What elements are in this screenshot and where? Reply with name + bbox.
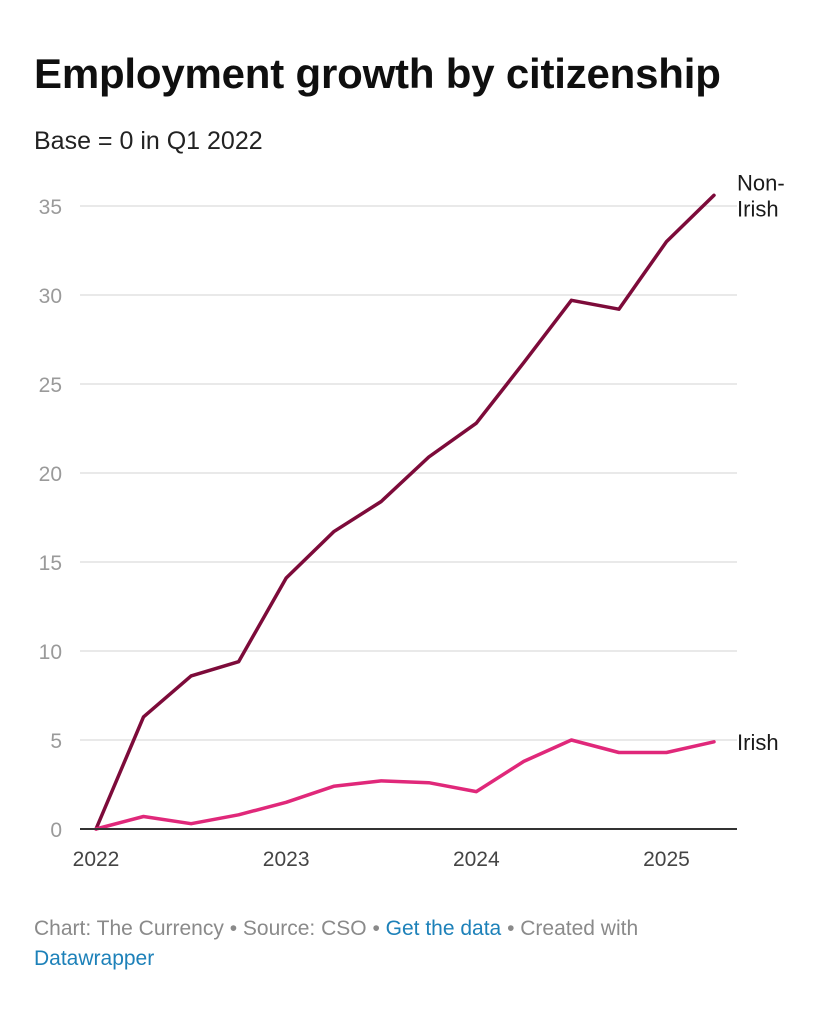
x-tick-label: 2022 [73,848,120,871]
grid-layer [80,205,737,741]
x-tick-label: 2024 [453,848,500,871]
y-tick-label: 20 [39,463,62,486]
series-label-line: Irish [737,730,779,755]
chart-title: Employment growth by citizenship [34,50,721,97]
series-label-non-irish: Non-Irish [737,170,785,221]
y-tick-label: 30 [39,285,62,308]
series-line-irish [94,738,716,831]
y-tick-label: 15 [39,552,62,575]
datawrapper-link[interactable]: Datawrapper [34,947,155,970]
chart-credit: Chart: The Currency [34,917,224,940]
chart-subtitle: Base = 0 in Q1 2022 [34,127,263,155]
y-tick-label: 5 [50,730,62,753]
series-label-irish: Irish [737,730,779,755]
created-with-text: Created with [520,917,639,940]
chart-footer: Chart: The Currency • Source: CSO • Get … [34,914,734,974]
series-layer [94,193,716,831]
series-line-non-irish [94,193,716,831]
y-tick-label: 10 [39,641,62,664]
source-text: Source: CSO [242,917,367,940]
x-tick-label: 2023 [263,848,310,871]
get-the-data-link[interactable]: Get the data [385,917,502,940]
footer-separator: • [501,917,521,940]
footer-separator: • [223,917,243,940]
series-label-line: Irish [737,196,779,221]
y-tick-label: 0 [50,819,62,842]
y-tick-label: 25 [39,374,62,397]
x-tick-label: 2025 [643,848,690,871]
series-label-line: Non- [737,170,785,195]
footer-separator: • [366,917,386,940]
y-tick-label: 35 [39,196,62,219]
